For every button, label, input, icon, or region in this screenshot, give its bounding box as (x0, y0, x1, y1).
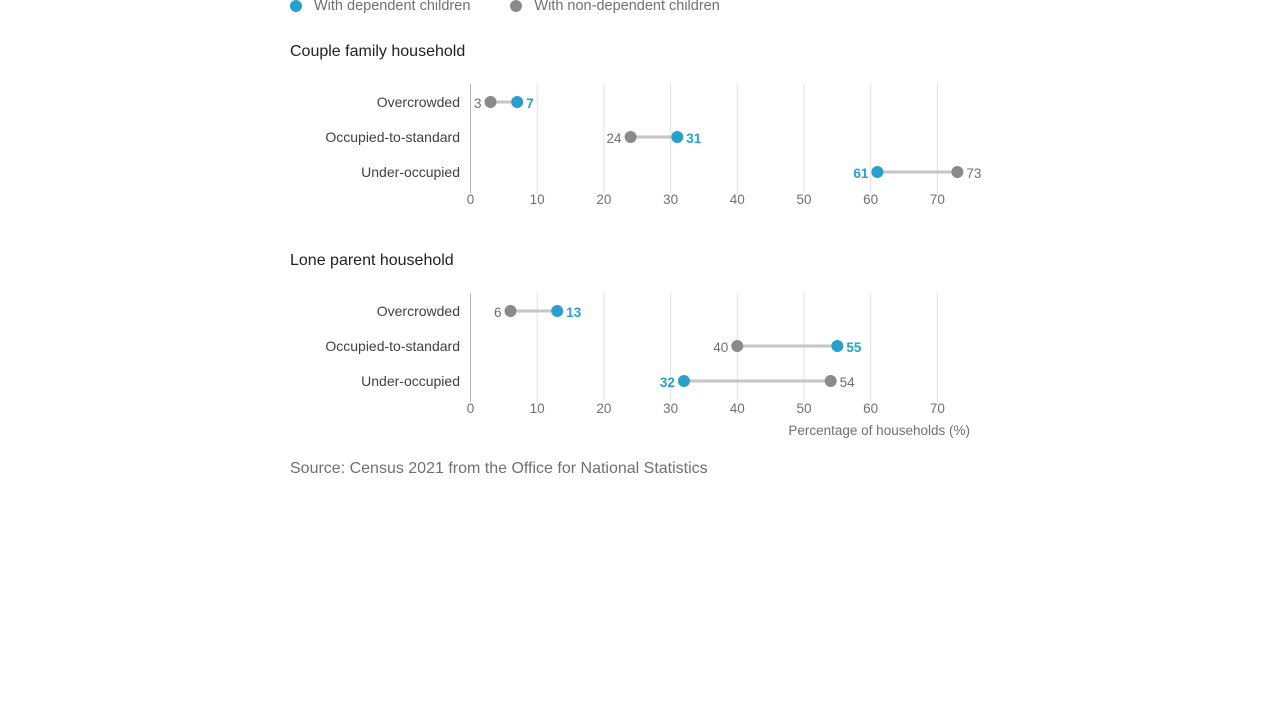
category-label: Under-occupied (361, 164, 460, 180)
value-label-dependent: 32 (660, 375, 675, 390)
category-label: Overcrowded (377, 94, 460, 110)
x-tick-label: 50 (796, 401, 811, 416)
dumbbell-chart-lone-parent: 0 10 20 30 40 50 60 70 Percentage of households … (325, 293, 970, 438)
value-label-non-dependent: 6 (494, 305, 502, 320)
value-label-dependent: 7 (526, 96, 534, 111)
value-label-non-dependent: 24 (607, 131, 623, 146)
x-tick-label: 70 (930, 192, 945, 207)
x-tick-label: 10 (530, 192, 545, 207)
chart-legend: With dependent children With non-depende… (290, 0, 760, 14)
x-tick-label: 60 (863, 401, 878, 416)
x-tick-label: 30 (663, 401, 678, 416)
x-tick-label: 70 (930, 401, 945, 416)
x-tick-label: 20 (596, 192, 611, 207)
point-dependent (671, 131, 684, 143)
category-label: Under-occupied (361, 373, 460, 389)
point-non-dependent (624, 131, 637, 143)
value-label-dependent: 61 (853, 166, 869, 181)
legend-label-dependent: With dependent children (314, 0, 471, 14)
point-non-dependent (951, 166, 964, 178)
point-non-dependent (504, 305, 517, 317)
category-label: Overcrowded (377, 303, 460, 319)
category-label: Occupied-to-standard (325, 338, 460, 354)
value-label-dependent: 13 (566, 305, 582, 320)
x-tick-label: 10 (530, 401, 545, 416)
source-note: Source: Census 2021 from the Office for … (290, 460, 708, 477)
value-label-non-dependent: 3 (474, 96, 482, 111)
panel-title-couple: Couple family household (290, 43, 466, 60)
point-dependent (871, 166, 884, 178)
legend-label-non-dependent: With non-dependent children (534, 0, 720, 14)
point-non-dependent (824, 375, 837, 387)
value-label-dependent: 31 (686, 131, 702, 146)
value-label-dependent: 55 (846, 340, 862, 355)
value-label-non-dependent: 40 (713, 340, 728, 355)
x-tick-label: 50 (796, 192, 811, 207)
x-tick-label: 40 (730, 401, 745, 416)
x-tick-label: 40 (730, 192, 745, 207)
point-non-dependent (484, 96, 497, 108)
x-axis-title: Percentage of households (%) (788, 423, 970, 438)
point-dependent (551, 305, 564, 317)
legend-item-non-dependent: With non-dependent children (510, 0, 720, 14)
x-tick-label: 20 (596, 401, 611, 416)
panel-title-lone-parent: Lone parent household (290, 252, 454, 269)
point-dependent (677, 375, 690, 387)
legend-dot-dependent (290, 0, 302, 12)
x-tick-label: 60 (863, 192, 878, 207)
x-tick-label: 0 (467, 192, 475, 207)
x-tick-label: 0 (467, 401, 475, 416)
category-label: Occupied-to-standard (325, 129, 460, 145)
value-label-non-dependent: 73 (966, 166, 981, 181)
value-label-non-dependent: 54 (840, 375, 856, 390)
point-dependent (831, 340, 844, 352)
point-dependent (511, 96, 524, 108)
legend-item-dependent: With dependent children (290, 0, 470, 14)
legend-dot-non-dependent (510, 0, 523, 12)
x-tick-label: 30 (663, 192, 678, 207)
point-non-dependent (731, 340, 744, 352)
